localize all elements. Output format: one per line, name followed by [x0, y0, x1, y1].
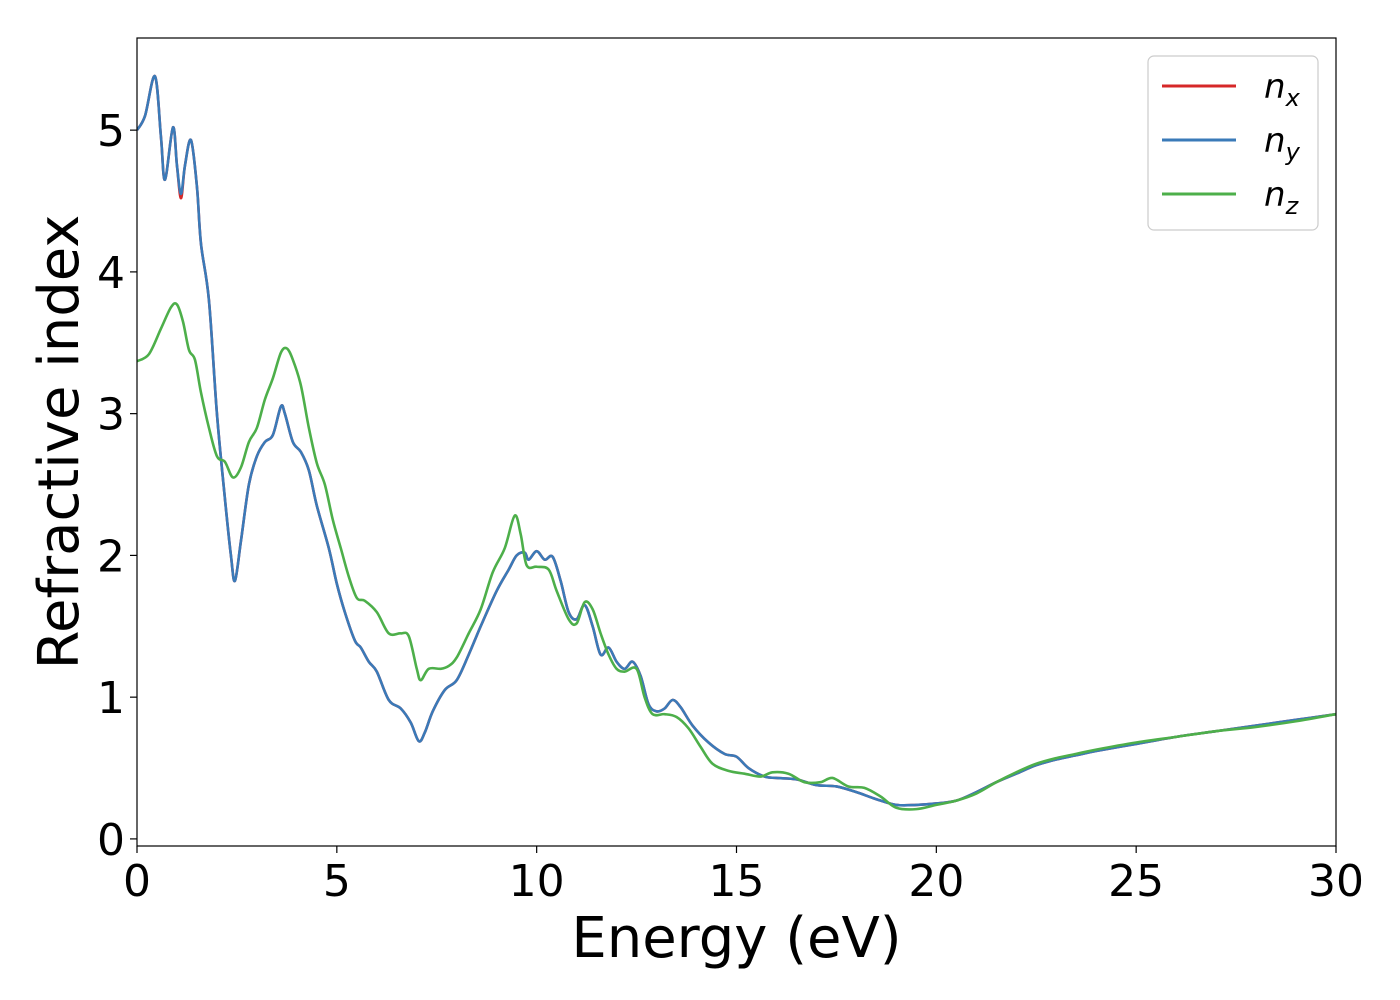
legend-entry-z: nz — [1264, 175, 1300, 220]
legend-box — [1147, 55, 1319, 231]
series-line-y — [137, 74, 1336, 807]
x-tick-label: 0 — [123, 856, 151, 907]
y-tick-label: 0 — [97, 815, 125, 866]
y-tick-label: 2 — [97, 531, 125, 582]
x-tick-label: 25 — [1108, 856, 1164, 907]
legend-entry-y: ny — [1264, 121, 1301, 166]
x-axis-label: Energy (eV) — [571, 906, 901, 971]
legend-entry-x: nx — [1264, 67, 1301, 112]
y-axis-label: Refractive index — [27, 215, 92, 670]
y-tick-label: 3 — [97, 390, 125, 441]
x-tick-label: 20 — [908, 856, 964, 907]
x-tick-label: 30 — [1308, 856, 1364, 907]
axis-ticks: 0 5 10 15 20 25 30 0 1 2 3 4 5 — [97, 106, 1364, 907]
y-tick-label: 4 — [97, 248, 125, 299]
x-tick-label: 5 — [323, 856, 351, 907]
plot-lines — [137, 74, 1336, 811]
x-tick-label: 15 — [709, 856, 765, 907]
y-tick-label: 5 — [97, 106, 125, 157]
legend: nx ny nz — [1147, 55, 1319, 231]
y-tick-label: 1 — [97, 673, 125, 724]
series-line-z — [137, 302, 1336, 811]
x-tick-label: 10 — [509, 856, 565, 907]
